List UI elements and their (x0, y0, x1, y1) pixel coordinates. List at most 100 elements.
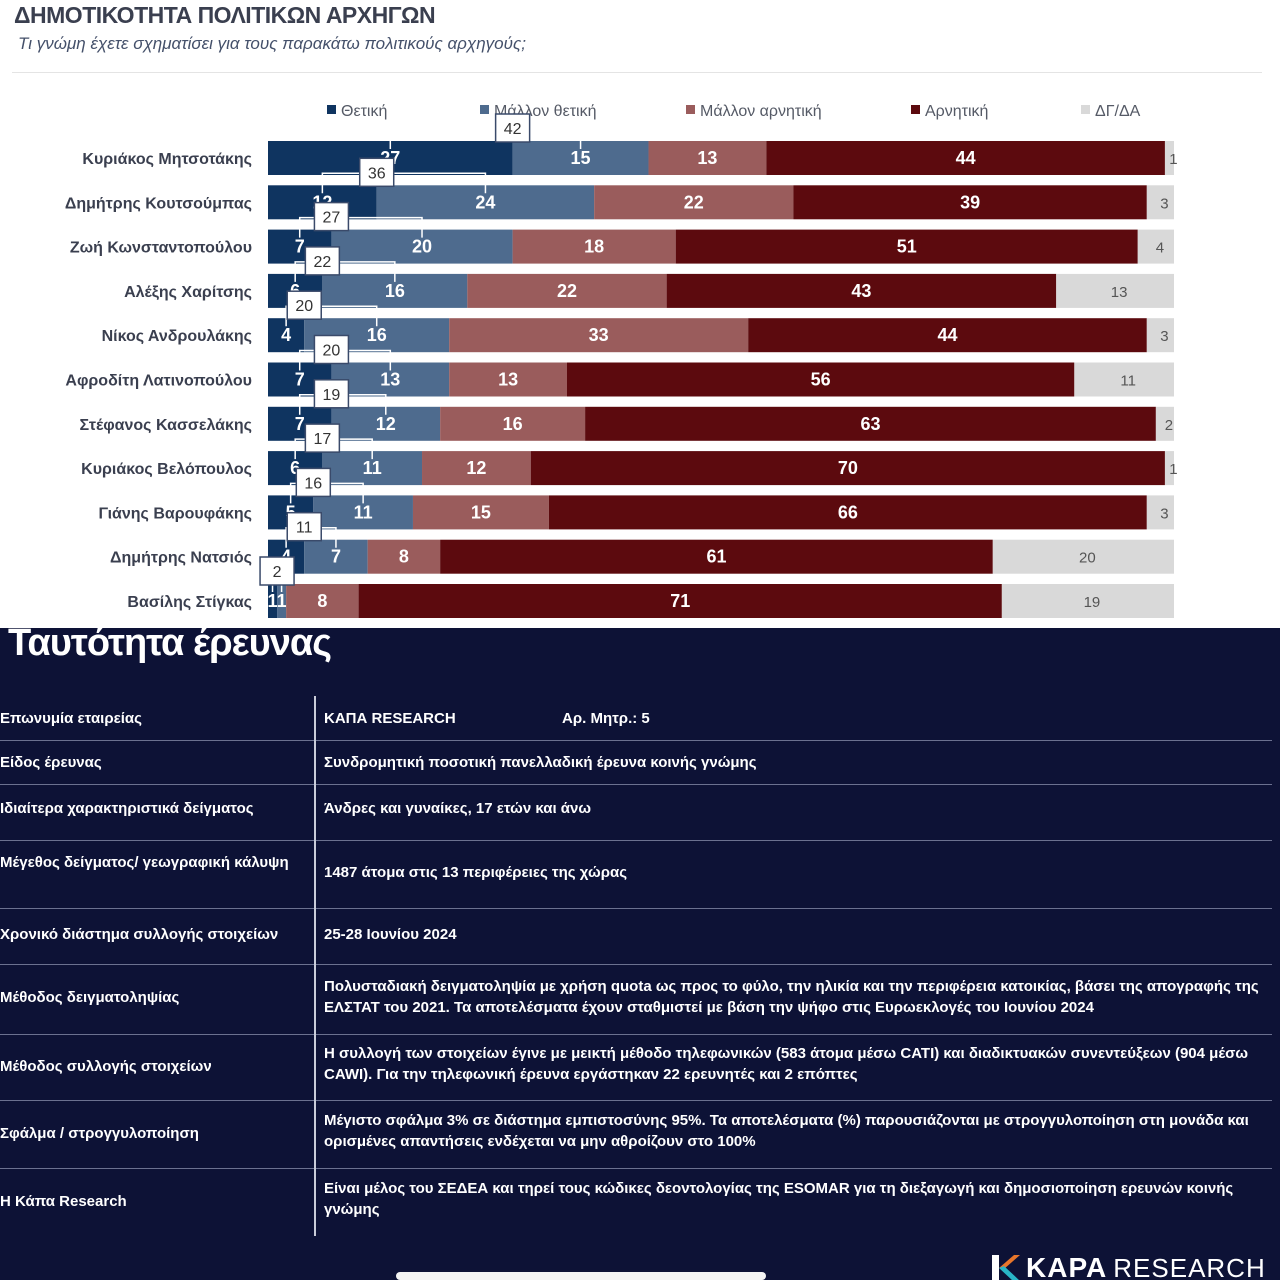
legend-label: Μάλλον αρνητική (700, 103, 822, 120)
data-label: 63 (860, 414, 880, 434)
positive-total-label: 20 (323, 343, 341, 360)
data-label: 3 (1160, 328, 1168, 345)
stacked-bar-chart: Θετική Μάλλον θετική Μάλλον αρνητική Αρνητι… (65, 103, 1178, 618)
category-label: Βασίλης Στίγκας (127, 594, 252, 611)
bar-segment (412, 495, 549, 530)
bar-segment (449, 362, 567, 397)
positive-total-label: 42 (504, 121, 522, 138)
legend-swatch (480, 105, 489, 114)
data-label: 11 (354, 502, 373, 522)
survey-row-label: Σφάλμα / στρογγυλοποίηση (0, 1125, 199, 1142)
survey-row-value: Είναι μέλος του ΣΕΔΕΑ και τηρεί τους κώδ… (324, 1180, 1234, 1218)
data-label: 12 (466, 458, 486, 478)
category-label: Γιάνης Βαρουφάκης (99, 505, 253, 522)
data-label: 22 (684, 192, 704, 212)
bar-segment (422, 451, 531, 486)
survey-row-value: Η συλλογή των στοιχείων έγινε με μεικτή … (324, 1045, 1249, 1083)
survey-row-label: Μέγεθος δείγματος/ γεωγραφική κάλυψη (0, 854, 289, 871)
home-indicator[interactable] (396, 1272, 766, 1280)
bar-segment (367, 539, 441, 574)
survey-row: Μέθοδος συλλογής στοιχείων Η συλλογή των … (0, 1034, 1272, 1101)
survey-row-label: Είδος έρευνας (0, 754, 102, 771)
data-label: 22 (557, 281, 577, 301)
survey-row: Μέγεθος δείγματος/ γεωγραφική κάλυψη 1487… (0, 840, 1272, 909)
category-label: Νίκος Ανδρουλάκης (102, 328, 252, 345)
kapa-logo: KAPA RESEARCH (990, 1252, 1266, 1280)
data-label: 13 (380, 370, 400, 390)
data-label: 4 (1156, 240, 1164, 257)
survey-row-value: ΚΑΠΑ RESEARCH (324, 710, 456, 727)
bar-segment (286, 584, 359, 618)
kapa-k-icon (992, 1255, 1020, 1280)
positive-total-label: 16 (304, 475, 322, 492)
data-label: 20 (412, 237, 432, 257)
data-label: 16 (503, 414, 523, 434)
callout-bracket (321, 172, 487, 194)
chart-subtitle: Τι γνώμη έχετε σχηματίσει για τους παρακ… (18, 34, 526, 53)
bar-segment (648, 141, 767, 175)
bar-segment (449, 318, 749, 353)
callout-box (494, 113, 531, 143)
data-label: 1 (1169, 151, 1177, 168)
category-label: Κυριάκος Μητσοτάκης (82, 151, 252, 168)
data-label: 7 (295, 414, 305, 434)
data-label: 1 (277, 591, 287, 611)
survey-row: Είδος έρευνας Συνδρομητική ποσοτική πανελ… (0, 740, 1272, 785)
bar-segment (566, 362, 1075, 397)
callout-bracket (285, 305, 378, 327)
legend-swatch (1081, 105, 1090, 114)
data-label: 6 (290, 458, 300, 478)
bar-segment (440, 539, 993, 574)
data-label: 51 (897, 237, 917, 257)
bar-segment (594, 185, 794, 220)
data-label: 13 (697, 148, 717, 168)
bar-segment (1146, 495, 1174, 530)
survey-title: Ταυτότητα έρευνας (8, 628, 332, 664)
callout-bracket (294, 261, 396, 282)
data-label: 20 (1079, 550, 1096, 567)
legend-label: ΔΓ/ΔΑ (1095, 103, 1141, 120)
bar-segment (748, 318, 1147, 353)
category-label: Κυριάκος Βελόπουλος (81, 461, 252, 478)
positive-total-label: 27 (323, 210, 341, 227)
bar-segment (675, 229, 1138, 264)
callout-bracket (389, 128, 582, 149)
positive-total-label: 17 (313, 431, 331, 448)
positive-total-label: 11 (296, 520, 313, 537)
data-label: 13 (498, 370, 518, 390)
bar-segment (1164, 141, 1174, 175)
category-label: Αφροδίτη Λατινοπούλου (65, 373, 252, 390)
survey-row-label: Μέθοδος συλλογής στοιχείων (0, 1058, 212, 1075)
survey-row-label: Μέθοδος δειγματοληψίας (0, 989, 180, 1006)
bar-segment (766, 141, 1165, 175)
survey-row-value: Πολυσταδιακή δειγματοληψία με χρήση quot… (324, 978, 1259, 1016)
survey-row-value: 1487 άτομα στις 13 περιφέρειες της χώρας (324, 864, 628, 881)
positive-total-label: 36 (368, 165, 386, 182)
data-label: 7 (295, 237, 305, 257)
legend-swatch (686, 105, 695, 114)
category-label: Ζωή Κωνσταντοπούλου (70, 240, 252, 257)
data-label: 4 (281, 325, 291, 345)
survey-row-extra: Αρ. Μητρ.: 5 (562, 710, 650, 727)
data-label: 2 (1165, 417, 1173, 434)
survey-row-value: Μέγιστο σφάλμα 3% σε διάστημα εμπιστοσύν… (324, 1112, 1249, 1150)
data-label: 1 (1169, 461, 1177, 478)
bar-segment (793, 185, 1147, 220)
callout-bracket (298, 216, 423, 238)
data-label: 33 (589, 325, 609, 345)
data-label: 11 (1120, 373, 1136, 390)
bar-segment (1074, 362, 1174, 397)
logo-brand-light: RESEARCH (1113, 1252, 1266, 1280)
survey-row-value: Συνδρομητική ποσοτική πανελλαδική έρευνα… (324, 754, 757, 771)
category-label: Αλέξης Χαρίτσης (124, 284, 252, 301)
positive-total-label: 2 (273, 564, 282, 581)
data-label: 3 (1160, 195, 1168, 212)
chart-panel: ΔΗΜΟΤΙΚΟΤΗΤΑ ΠΟΛΙΤΙΚΩΝ ΑΡΧΗΓΩΝ Τι γνώμη … (0, 0, 1280, 628)
survey-row-value: Άνδρες και γυναίκες, 17 ετών και άνω (324, 800, 592, 817)
callout-box (313, 334, 350, 365)
callout-box (304, 423, 341, 453)
data-label: 61 (706, 547, 726, 567)
callout-box (286, 511, 322, 542)
bar-segment (666, 273, 1057, 308)
survey-row-label: Επωνυμία εταιρείας (0, 710, 142, 727)
